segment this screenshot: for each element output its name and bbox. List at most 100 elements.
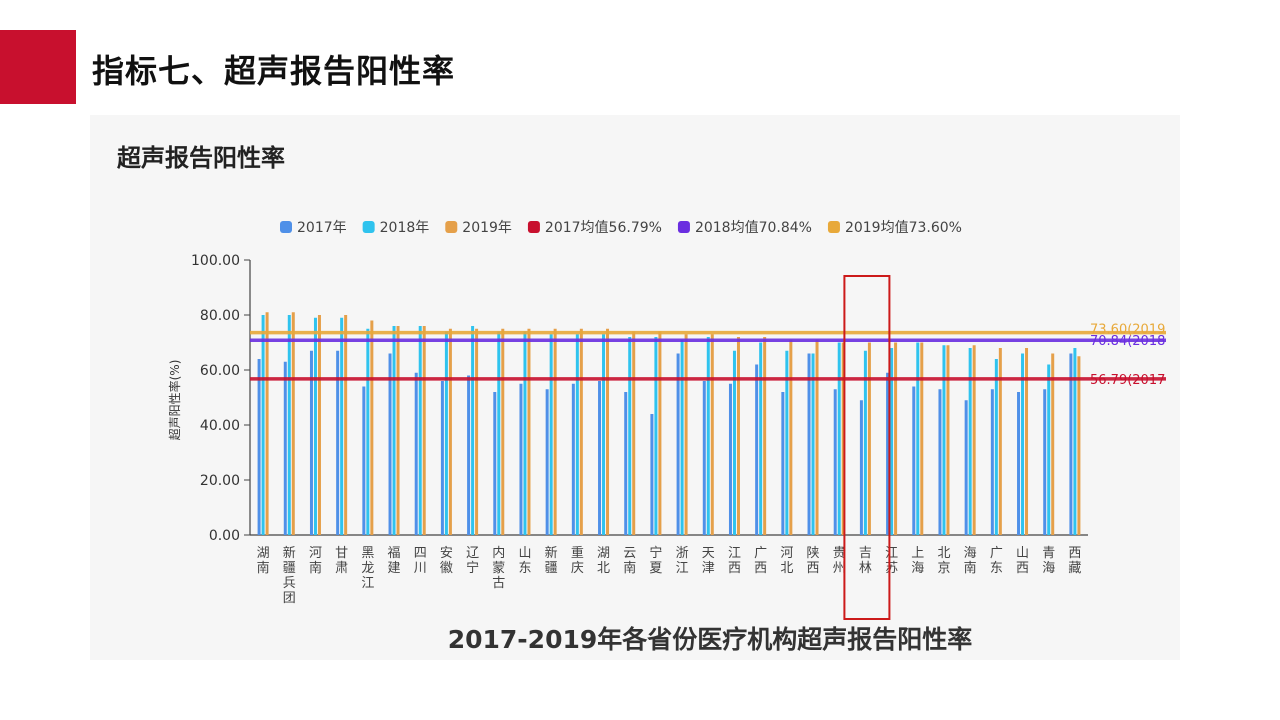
bar-2017-福建 xyxy=(388,353,392,535)
x-tick-label: 疆 xyxy=(283,561,296,576)
y-tick-label: 60.00 xyxy=(200,363,240,379)
legend-entry: 2017年 xyxy=(297,220,347,236)
bar-2017-安徽 xyxy=(440,381,444,535)
legend-entry: 2018年 xyxy=(380,220,430,236)
x-tick-label: 西 xyxy=(728,561,741,576)
x-tick-label: 庆 xyxy=(571,561,584,576)
bar-2019-新疆兵团 xyxy=(291,312,295,535)
bar-2019-山东 xyxy=(527,328,531,535)
bar-2019-西藏 xyxy=(1077,356,1081,535)
x-tick-label: 新 xyxy=(545,545,558,561)
x-tick-label: 贵 xyxy=(833,546,846,561)
bar-2019-四川 xyxy=(422,326,426,535)
bar-2017-新疆 xyxy=(545,389,549,535)
bar-2019-宁夏 xyxy=(658,331,662,535)
bar-2017-内蒙古 xyxy=(493,392,497,535)
bar-2017-江苏 xyxy=(886,372,890,535)
bar-2017-广东 xyxy=(990,389,994,535)
x-tick-label: 州 xyxy=(833,561,846,576)
bar-2018-重庆 xyxy=(575,334,579,535)
legend-entry: 2019年 xyxy=(462,220,512,236)
bar-2019-吉林 xyxy=(867,342,871,535)
legend-entry: 2019均值73.60% xyxy=(845,220,962,236)
bar-2018-甘肃 xyxy=(340,317,344,535)
bar-2018-湖北 xyxy=(602,334,606,535)
x-tick-label: 南 xyxy=(257,560,270,576)
bar-2018-山东 xyxy=(523,331,527,535)
highlight-box-jilin xyxy=(843,275,891,620)
bar-2019-湖南 xyxy=(265,312,269,535)
bar-2017-陕西 xyxy=(807,353,811,535)
bar-2018-上海 xyxy=(916,342,920,535)
chart-heading: 超声报告阳性率 xyxy=(117,144,285,172)
x-tick-label: 北 xyxy=(780,561,793,576)
bar-2018-云南 xyxy=(628,337,632,535)
bar-2019-广东 xyxy=(998,348,1002,535)
bar-2018-广西 xyxy=(759,342,763,535)
bar-2018-贵州 xyxy=(837,342,841,535)
bar-2017-新疆兵团 xyxy=(283,361,287,535)
bar-2017-宁夏 xyxy=(650,414,654,535)
bar-2018-新疆兵团 xyxy=(287,315,291,535)
bar-2019-新疆 xyxy=(553,328,557,535)
bar-2017-湖南 xyxy=(257,359,261,535)
x-tick-label: 江 xyxy=(728,546,741,561)
bar-2017-黑龙江 xyxy=(362,386,366,535)
x-tick-label: 安 xyxy=(440,546,453,561)
x-tick-label: 天 xyxy=(702,546,715,561)
x-tick-label: 津 xyxy=(702,561,715,576)
x-tick-label: 河 xyxy=(309,546,322,561)
x-tick-label: 上 xyxy=(911,546,924,561)
title-accent-block xyxy=(0,30,76,104)
x-tick-label: 吉 xyxy=(859,546,872,561)
x-tick-label: 南 xyxy=(964,560,977,576)
x-tick-label: 内 xyxy=(492,545,505,561)
x-tick-label: 广 xyxy=(990,546,1003,561)
x-tick-label: 云 xyxy=(623,546,636,561)
bar-2019-安徽 xyxy=(448,328,452,535)
x-tick-label: 夏 xyxy=(649,561,662,576)
x-tick-label: 海 xyxy=(964,546,977,561)
bar-2019-贵州 xyxy=(841,342,845,535)
bar-2017-河南 xyxy=(309,350,313,535)
bar-2017-云南 xyxy=(624,392,628,535)
y-tick-label: 100.00 xyxy=(191,253,240,269)
x-tick-label: 湖 xyxy=(597,546,610,561)
bar-2017-广西 xyxy=(755,364,759,535)
y-tick-label: 0.00 xyxy=(209,528,240,544)
x-tick-label: 海 xyxy=(911,561,924,576)
x-tick-label: 陕 xyxy=(807,546,820,561)
x-tick-label: 山 xyxy=(518,546,531,561)
x-tick-label: 苏 xyxy=(885,560,898,576)
bar-2018-陕西 xyxy=(811,353,815,535)
x-tick-label: 兵 xyxy=(283,576,296,591)
x-tick-label: 重 xyxy=(571,545,584,561)
x-tick-label: 西 xyxy=(1068,546,1081,561)
bar-2017-天津 xyxy=(702,381,706,535)
x-tick-label: 徽 xyxy=(440,561,453,576)
bar-2019-海南 xyxy=(972,345,976,535)
x-tick-label: 西 xyxy=(807,561,820,576)
x-tick-label: 川 xyxy=(414,561,427,576)
x-tick-label: 河 xyxy=(780,546,793,561)
legend-swatch xyxy=(677,221,690,233)
bar-2019-福建 xyxy=(396,326,400,535)
bar-2019-上海 xyxy=(920,342,924,535)
bar-2019-辽宁 xyxy=(475,328,479,535)
bar-2019-湖北 xyxy=(606,328,610,535)
x-tick-label: 团 xyxy=(283,591,296,606)
bar-2017-浙江 xyxy=(676,353,680,535)
bar-2019-甘肃 xyxy=(344,315,348,535)
bar-2018-内蒙古 xyxy=(497,331,501,535)
legend-swatch xyxy=(445,221,458,233)
bar-2017-山东 xyxy=(519,383,523,535)
x-tick-label: 宁 xyxy=(649,545,662,561)
bar-2019-广西 xyxy=(763,337,767,535)
bar-2019-河南 xyxy=(317,315,321,535)
bar-2018-山西 xyxy=(1021,353,1025,535)
x-tick-label: 古 xyxy=(492,576,505,591)
x-tick-label: 山 xyxy=(1016,546,1029,561)
x-tick-label: 疆 xyxy=(545,561,558,576)
bar-2018-辽宁 xyxy=(471,326,475,535)
x-tick-label: 四 xyxy=(414,546,427,561)
